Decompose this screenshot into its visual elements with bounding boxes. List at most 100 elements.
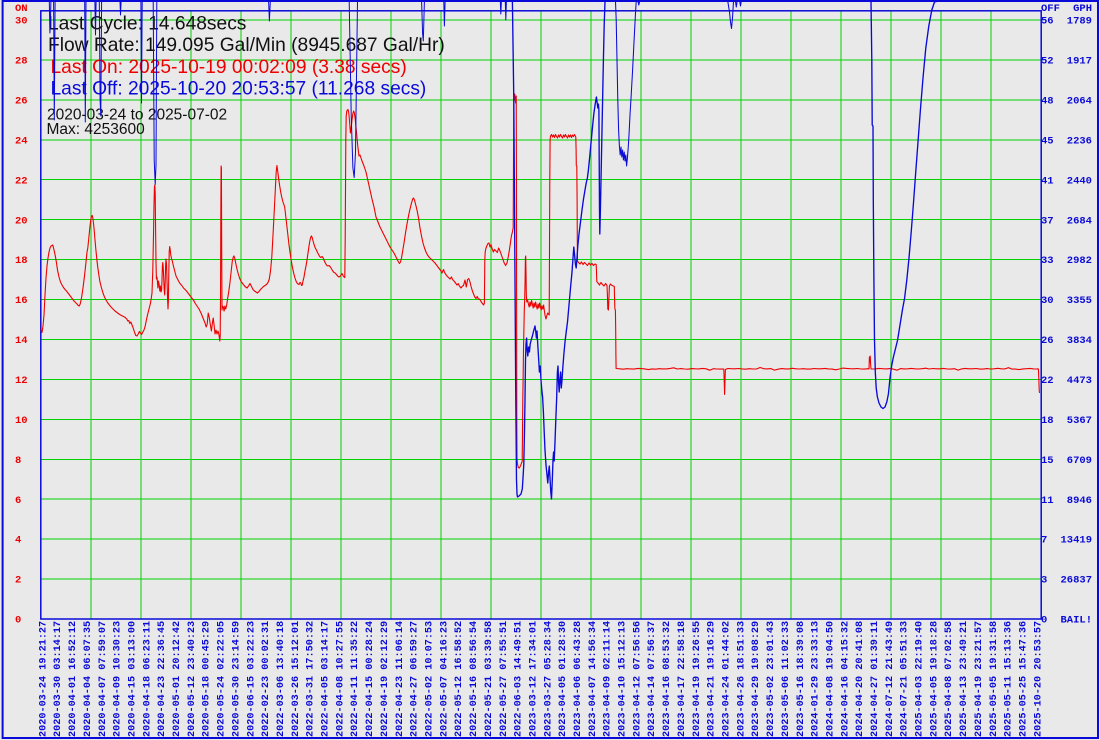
svg-text:2020-04-01 16:52:12: 2020-04-01 16:52:12 xyxy=(68,621,79,737)
svg-text:26: 26 xyxy=(1041,335,1054,347)
svg-text:56: 56 xyxy=(1041,16,1054,28)
svg-text:Last Cycle: 14.648secs: Last Cycle: 14.648secs xyxy=(48,14,246,35)
svg-text:2020-06-15 03:22:23: 2020-06-15 03:22:23 xyxy=(246,621,257,737)
svg-text:2022-03-06 13:40:18: 2022-03-06 13:40:18 xyxy=(276,621,287,737)
svg-text:26: 26 xyxy=(15,95,28,107)
svg-text:2025-04-08 07:02:58: 2025-04-08 07:02:58 xyxy=(944,621,955,737)
svg-text:2020-05-01 20:12:42: 2020-05-01 20:12:42 xyxy=(172,621,183,737)
svg-text:2023-04-05 01:28:30: 2023-04-05 01:28:30 xyxy=(558,621,569,737)
svg-text:2022-05-21 03:39:58: 2022-05-21 03:39:58 xyxy=(484,621,495,737)
svg-text:14: 14 xyxy=(15,335,28,347)
svg-text:8: 8 xyxy=(15,455,21,467)
svg-text:11: 11 xyxy=(1041,495,1054,507)
svg-text:6709: 6709 xyxy=(1067,455,1092,467)
svg-text:2440: 2440 xyxy=(1067,175,1092,187)
svg-text:BAIL!: BAIL! xyxy=(1060,615,1092,627)
svg-text:12: 12 xyxy=(15,375,28,387)
svg-text:2022-05-02 10:07:53: 2022-05-02 10:07:53 xyxy=(425,621,436,737)
svg-text:2023-05-06 11:02:33: 2023-05-06 11:02:33 xyxy=(781,621,792,737)
svg-text:30: 30 xyxy=(15,16,28,28)
svg-text:2024-04-08 19:04:50: 2024-04-08 19:04:50 xyxy=(825,621,836,737)
svg-text:37: 37 xyxy=(1041,215,1054,227)
svg-text:2025-10-20 20:53:57: 2025-10-20 20:53:57 xyxy=(1033,621,1044,737)
svg-text:2022-04-27 06:59:27: 2022-04-27 06:59:27 xyxy=(410,621,421,737)
svg-text:2024-04-16 04:15:32: 2024-04-16 04:15:32 xyxy=(840,621,851,737)
svg-text:2023-04-21 19:16:29: 2023-04-21 19:16:29 xyxy=(707,621,718,737)
svg-text:ON: ON xyxy=(15,3,28,15)
svg-text:2020-04-15 03:13:00: 2020-04-15 03:13:00 xyxy=(128,621,139,737)
svg-text:2023-04-07 14:56:34: 2023-04-07 14:56:34 xyxy=(588,621,599,737)
svg-text:GPH: GPH xyxy=(1073,3,1092,15)
svg-text:2022-04-05 03:14:17: 2022-04-05 03:14:17 xyxy=(321,621,332,737)
svg-text:2023-04-16 08:53:32: 2023-04-16 08:53:32 xyxy=(662,621,673,737)
svg-text:2023-03-27 05:28:34: 2023-03-27 05:28:34 xyxy=(543,621,554,737)
svg-text:2025-04-05 19:18:28: 2025-04-05 19:18:28 xyxy=(929,621,940,737)
svg-text:26837: 26837 xyxy=(1060,575,1092,587)
svg-text:2023-04-14 07:56:37: 2023-04-14 07:56:37 xyxy=(647,621,658,737)
svg-text:2022-05-16 08:56:54: 2022-05-16 08:56:54 xyxy=(469,621,480,737)
svg-text:2024-01-29 23:33:13: 2024-01-29 23:33:13 xyxy=(811,621,822,737)
svg-text:2982: 2982 xyxy=(1067,255,1092,267)
svg-text:2020-04-09 10:30:23: 2020-04-09 10:30:23 xyxy=(113,621,124,737)
svg-text:2020-04-07 07:59:07: 2020-04-07 07:59:07 xyxy=(98,621,109,737)
svg-text:0: 0 xyxy=(1041,615,1047,627)
svg-text:2023-04-17 22:58:18: 2023-04-17 22:58:18 xyxy=(677,621,688,737)
svg-text:Flow Rate: 149.095 Gal/Min (89: Flow Rate: 149.095 Gal/Min (8945.687 Gal… xyxy=(48,35,445,56)
svg-text:2020-03-30 03:14:17: 2020-03-30 03:14:17 xyxy=(53,621,64,737)
svg-text:2022-02-23 00:02:31: 2022-02-23 00:02:31 xyxy=(261,621,272,737)
svg-text:Max: 4253600: Max: 4253600 xyxy=(47,121,146,138)
svg-text:18: 18 xyxy=(1041,415,1054,427)
svg-text:2020-04-18 06:23:11: 2020-04-18 06:23:11 xyxy=(142,621,153,737)
svg-text:41: 41 xyxy=(1041,175,1054,187)
svg-text:2022-04-15 00:28:24: 2022-04-15 00:28:24 xyxy=(365,621,376,737)
svg-text:6: 6 xyxy=(15,495,21,507)
svg-text:2024-04-20 20:41:08: 2024-04-20 20:41:08 xyxy=(855,621,866,737)
svg-text:24: 24 xyxy=(15,135,28,147)
svg-text:2064: 2064 xyxy=(1067,95,1092,107)
svg-text:2023-04-29 19:08:29: 2023-04-29 19:08:29 xyxy=(751,621,762,737)
svg-text:3: 3 xyxy=(1041,575,1047,587)
svg-text:3355: 3355 xyxy=(1067,295,1092,307)
svg-text:3834: 3834 xyxy=(1067,335,1092,347)
svg-text:2023-04-12 07:56:56: 2023-04-12 07:56:56 xyxy=(632,621,643,737)
svg-text:2023-04-09 02:11:14: 2023-04-09 02:11:14 xyxy=(603,621,614,737)
svg-text:2022-04-23 11:06:14: 2022-04-23 11:06:14 xyxy=(395,621,406,737)
svg-text:2024-04-27 01:39:11: 2024-04-27 01:39:11 xyxy=(870,621,881,737)
svg-text:Last On: 2025-10-19 00:02:09 (: Last On: 2025-10-19 00:02:09 (3.38 secs) xyxy=(51,57,407,78)
svg-text:2024-07-21 05:51:33: 2024-07-21 05:51:33 xyxy=(900,621,911,737)
svg-text:2023-03-12 17:34:01: 2023-03-12 17:34:01 xyxy=(529,621,540,737)
svg-text:45: 45 xyxy=(1041,135,1054,147)
svg-text:2020-03-24 19:21:27: 2020-03-24 19:21:27 xyxy=(38,621,49,737)
svg-text:2022-03-31 17:50:32: 2022-03-31 17:50:32 xyxy=(306,621,317,737)
svg-text:2022-04-11 11:35:22: 2022-04-11 11:35:22 xyxy=(350,621,361,737)
svg-text:33: 33 xyxy=(1041,255,1054,267)
svg-text:2025-05-05 19:31:58: 2025-05-05 19:31:58 xyxy=(989,621,1000,737)
svg-text:52: 52 xyxy=(1041,56,1054,68)
svg-text:2023-04-19 19:26:55: 2023-04-19 19:26:55 xyxy=(692,621,703,737)
svg-text:2020-04-04 06:07:35: 2020-04-04 06:07:35 xyxy=(83,621,94,737)
svg-text:4: 4 xyxy=(15,535,21,547)
svg-text:2025-05-25 15:47:36: 2025-05-25 15:47:36 xyxy=(1019,621,1030,737)
svg-text:2025-04-13 23:49:21: 2025-04-13 23:49:21 xyxy=(959,621,970,737)
svg-text:15: 15 xyxy=(1041,455,1054,467)
svg-text:48: 48 xyxy=(1041,95,1054,107)
svg-text:2020-05-18 00:45:29: 2020-05-18 00:45:29 xyxy=(202,621,213,737)
svg-text:1789: 1789 xyxy=(1067,16,1092,28)
svg-text:2020-05-30 23:14:59: 2020-05-30 23:14:59 xyxy=(231,621,242,737)
svg-text:2025-05-11 15:13:36: 2025-05-11 15:13:36 xyxy=(1004,621,1015,737)
svg-text:5367: 5367 xyxy=(1067,415,1092,427)
svg-text:1917: 1917 xyxy=(1067,56,1092,68)
svg-text:2023-05-02 23:01:43: 2023-05-02 23:01:43 xyxy=(766,621,777,737)
svg-text:2022-05-07 04:16:23: 2022-05-07 04:16:23 xyxy=(439,621,450,737)
svg-text:2020-04-23 22:36:45: 2020-04-23 22:36:45 xyxy=(157,621,168,737)
svg-text:2024-07-12 21:43:49: 2024-07-12 21:43:49 xyxy=(885,621,896,737)
svg-text:2022-03-26 15:12:01: 2022-03-26 15:12:01 xyxy=(291,621,302,737)
svg-text:2023-04-10 15:12:13: 2023-04-10 15:12:13 xyxy=(618,621,629,737)
svg-text:16: 16 xyxy=(15,295,28,307)
svg-text:2: 2 xyxy=(15,575,21,587)
svg-text:2022-05-12 16:58:52: 2022-05-12 16:58:52 xyxy=(454,621,465,737)
svg-text:10: 10 xyxy=(15,415,28,427)
svg-text:20: 20 xyxy=(15,215,28,227)
svg-text:22: 22 xyxy=(15,175,28,187)
svg-text:2025-04-19 23:21:57: 2025-04-19 23:21:57 xyxy=(974,621,985,737)
